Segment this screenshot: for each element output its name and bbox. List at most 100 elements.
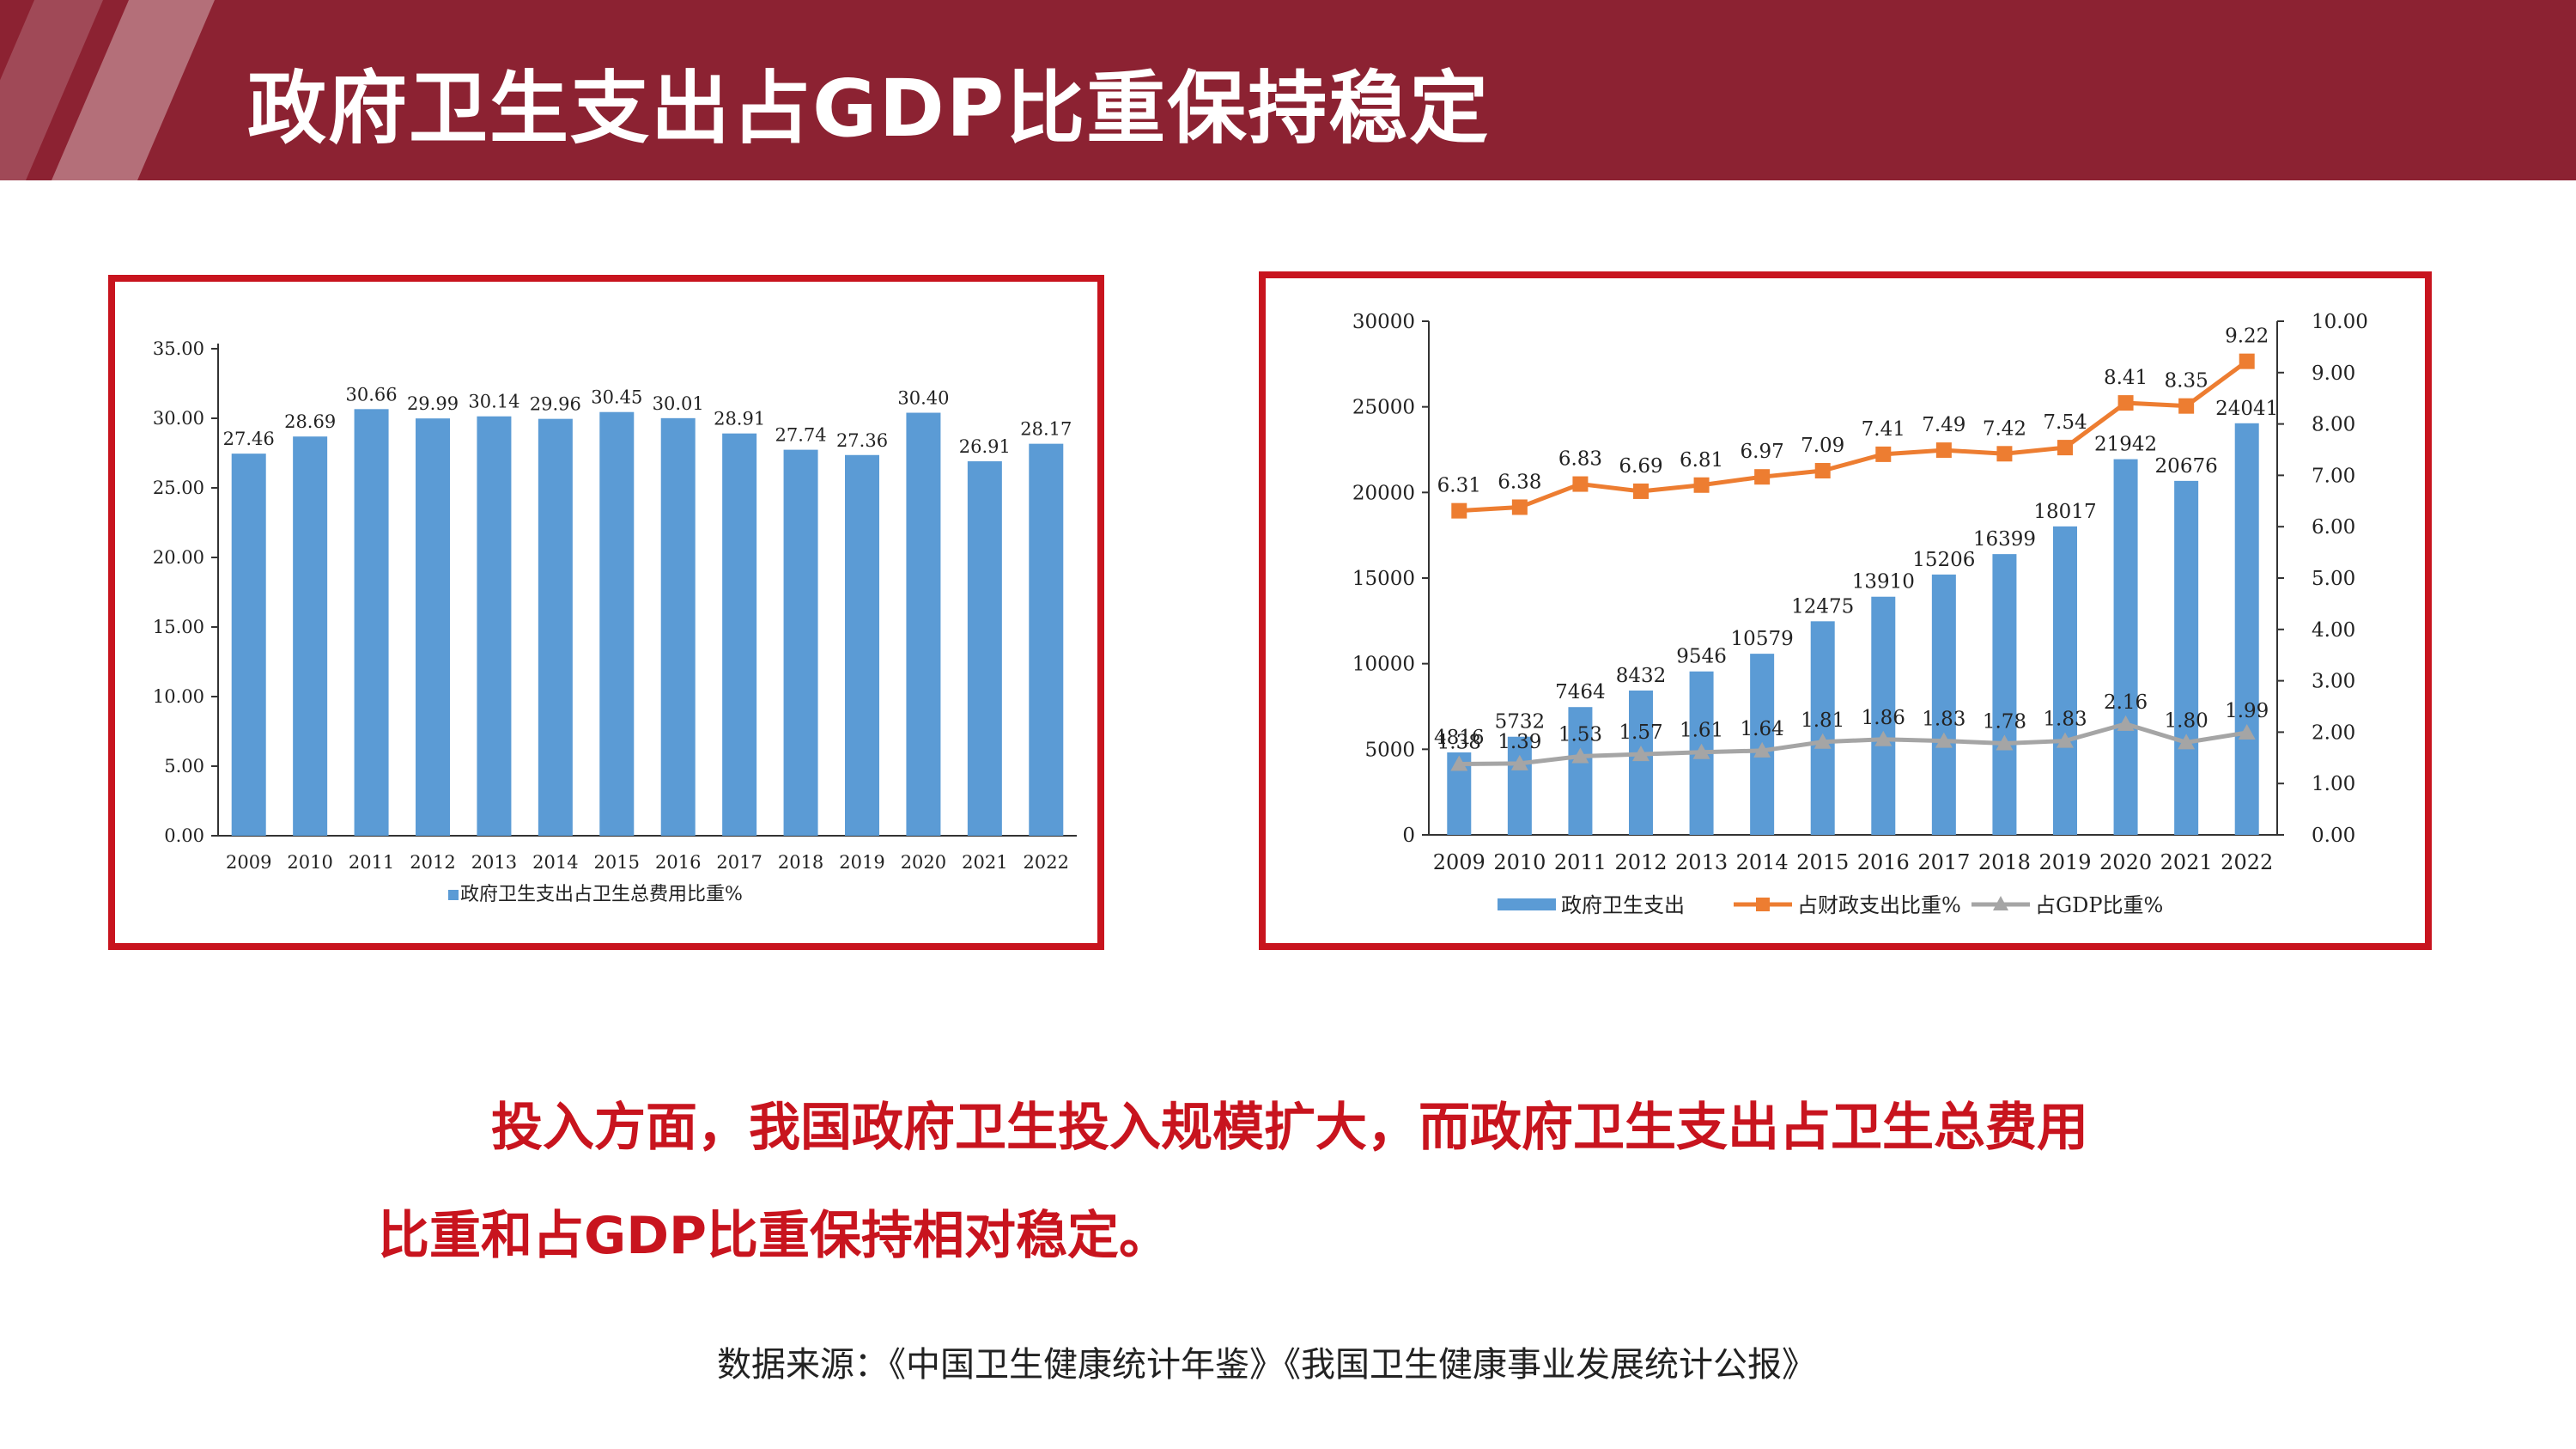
- bar: [722, 433, 757, 836]
- data-label: 28.17: [1020, 419, 1072, 440]
- marker-gdp: [1692, 743, 1710, 759]
- gdp-data-label: 1.78: [1983, 711, 2026, 734]
- right-tick-label: 6.00: [2312, 516, 2355, 539]
- legend-label-fiscal: 占财政支出比重%: [1797, 893, 1961, 917]
- bar: [1507, 736, 1532, 835]
- y-tick-label: 0.00: [164, 825, 204, 846]
- data-label: 30.14: [468, 392, 519, 412]
- data-label: 28.69: [284, 411, 336, 432]
- x-tick-label: 2009: [1433, 850, 1485, 874]
- data-label: 30.45: [591, 387, 642, 408]
- x-tick-label: 2012: [410, 852, 455, 873]
- y-tick-label: 15.00: [153, 617, 204, 637]
- bar-data-label: 5732: [1495, 711, 1546, 734]
- data-label: 28.91: [714, 409, 765, 429]
- legend-marker-fiscal: [1756, 898, 1770, 911]
- fiscal-data-label: 7.09: [1801, 435, 1844, 457]
- bar: [845, 454, 879, 836]
- data-source: 数据来源：《中国卫生健康统计年鉴》《我国卫生健康事业发展统计公报》: [717, 1345, 1816, 1385]
- legend-label: 政府卫生支出占卫生总费用比重%: [460, 884, 743, 905]
- summary-line-2: 比重和占GDP比重保持相对稳定。: [378, 1206, 1171, 1266]
- line-gdp-share: [1459, 721, 2248, 766]
- bar-data-label: 8432: [1616, 665, 1667, 687]
- marker-fiscal: [1814, 463, 1831, 479]
- bar-data-label: 15206: [1912, 549, 1975, 571]
- y-tick-label: 25.00: [153, 478, 204, 498]
- chart-right: 0 5000 10000 15000 20000 25000 30000 0.00 1.00 2.…: [1352, 311, 2368, 917]
- data-label: 27.74: [775, 425, 827, 446]
- marker-gdp: [1996, 734, 2014, 751]
- left-tick-label: 5000: [1364, 739, 1415, 761]
- x-tick-label: 2016: [1857, 850, 1910, 874]
- marker-fiscal: [1693, 477, 1710, 493]
- x-tick-label: 2015: [594, 852, 640, 873]
- gdp-data-label: 1.38: [1437, 731, 1481, 753]
- x-tick-label: 2019: [839, 852, 884, 873]
- right-tick-label: 0.00: [2312, 825, 2355, 847]
- y-tick-label: 10.00: [153, 686, 204, 707]
- marker-gdp: [1450, 755, 1468, 771]
- x-tick-label: 2014: [1736, 850, 1789, 874]
- data-label: 30.01: [653, 393, 704, 414]
- bar: [2234, 423, 2259, 835]
- left-tick-label: 25000: [1352, 397, 1415, 419]
- bar-data-label: 10579: [1731, 628, 1794, 650]
- left-tick-label: 0: [1402, 825, 1415, 847]
- x-tick-label: 2020: [901, 852, 946, 873]
- x-tick-label: 2022: [1024, 852, 1069, 873]
- bar: [231, 454, 266, 836]
- marker-fiscal: [1451, 502, 1467, 519]
- marker-fiscal: [2057, 440, 2073, 456]
- x-tick-label: 2019: [2038, 850, 2091, 874]
- x-tick-label: 2014: [532, 852, 578, 873]
- bar: [538, 418, 573, 836]
- marker-fiscal: [1935, 442, 1952, 459]
- left-tick-label: 20000: [1352, 482, 1415, 504]
- gdp-data-label: 1.83: [2043, 709, 2087, 731]
- marker-gdp: [1874, 730, 1893, 746]
- data-label: 29.96: [530, 394, 581, 415]
- chart-right-frame: 0 5000 10000 15000 20000 25000 30000 0.00 1.00 2.…: [1259, 271, 2432, 950]
- bar: [293, 436, 328, 836]
- gdp-data-label: 1.86: [1862, 707, 1905, 729]
- x-tick-label: 2011: [349, 852, 394, 873]
- x-tick-label: 2018: [1978, 850, 2031, 874]
- fiscal-data-label: 7.54: [2043, 411, 2087, 434]
- x-tick-label: 2020: [2099, 850, 2152, 874]
- chart-left: 0.00 5.00 10.00 15.00 20.00 25.00 30.00 35.00 27…: [153, 338, 1077, 905]
- fiscal-data-label: 6.69: [1619, 455, 1662, 478]
- marker-gdp: [2238, 723, 2256, 740]
- right-tick-label: 8.00: [2312, 414, 2355, 436]
- right-tick-label: 10.00: [2312, 311, 2368, 333]
- fiscal-data-label: 8.41: [2104, 367, 2148, 389]
- gdp-data-label: 1.64: [1741, 718, 1784, 740]
- chart-left-frame: 0.00 5.00 10.00 15.00 20.00 25.00 30.00 35.00 27…: [108, 275, 1104, 950]
- bar: [967, 461, 1002, 836]
- x-tick-label: 2009: [226, 852, 271, 873]
- y-tick-label: 20.00: [153, 547, 204, 568]
- bar: [660, 417, 696, 836]
- x-tick-label: 2018: [778, 852, 823, 873]
- x-tick-label: 2022: [2221, 850, 2273, 874]
- x-tick-label: 2012: [1614, 850, 1667, 874]
- gdp-data-label: 1.80: [2165, 709, 2208, 732]
- summary-line-1: 投入方面，我国政府卫生投入规模扩大，而政府卫生支出占卫生总费用: [491, 1098, 2088, 1158]
- gdp-data-label: 1.99: [2225, 700, 2269, 722]
- gdp-data-label: 1.81: [1801, 709, 1844, 732]
- legend-marker-gdp: [1993, 896, 2008, 910]
- fiscal-data-label: 7.41: [1862, 418, 1905, 441]
- gdp-data-label: 1.57: [1619, 721, 1662, 744]
- marker-fiscal: [1572, 476, 1589, 492]
- right-tick-label: 1.00: [2312, 773, 2355, 795]
- legend-swatch-bar: [1498, 898, 1556, 910]
- bar-data-label: 4816: [1434, 727, 1485, 749]
- gdp-data-label: 1.39: [1498, 731, 1541, 753]
- marker-gdp: [1814, 733, 1832, 749]
- data-label: 30.66: [346, 384, 398, 405]
- right-tick-label: 5.00: [2312, 568, 2355, 590]
- bar-data-label: 12475: [1791, 595, 1854, 618]
- page-title: 政府卫生支出占GDP比重保持稳定: [247, 63, 1491, 155]
- left-tick-label: 10000: [1352, 654, 1415, 676]
- gdp-data-label: 1.83: [1922, 709, 1965, 731]
- gdp-data-label: 2.16: [2104, 691, 2148, 714]
